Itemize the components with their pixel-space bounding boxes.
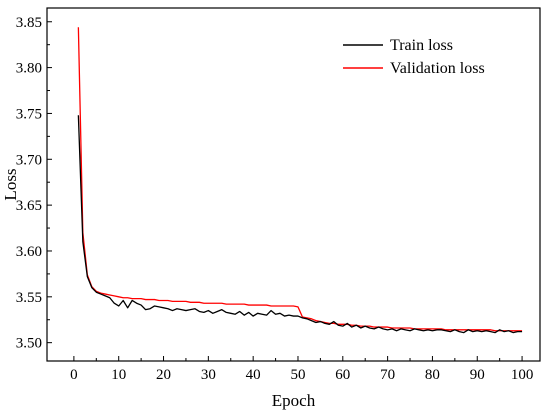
x-tick-label: 0 — [70, 367, 78, 383]
plot-frame — [46, 7, 541, 362]
y-axis-title: Loss — [1, 168, 20, 200]
x-tick-label: 90 — [470, 367, 485, 383]
y-tick-label: 3.85 — [16, 15, 42, 31]
x-axis: 0 10 20 30 40 50 60 70 80 90 100 — [70, 356, 533, 383]
series-layer — [77, 27, 523, 334]
x-tick-label: 20 — [156, 367, 171, 383]
legend: Train loss Validation loss — [343, 37, 485, 77]
x-tick-label: 50 — [290, 367, 305, 383]
x-tick-label: 60 — [335, 367, 350, 383]
validation-loss-line — [77, 27, 523, 332]
x-tick-label: 100 — [511, 367, 534, 383]
y-tick-label: 3.80 — [16, 61, 42, 77]
y-tick-label: 3.55 — [16, 290, 42, 306]
legend-label-validation-loss: Validation loss — [390, 60, 485, 77]
train-loss-line — [77, 115, 523, 334]
legend-label-train-loss: Train loss — [390, 37, 453, 54]
x-tick-label: 40 — [246, 367, 261, 383]
y-tick-label: 3.75 — [16, 106, 42, 122]
x-tick-label: 30 — [201, 367, 216, 383]
x-tick-label: 70 — [380, 367, 395, 383]
x-axis-title: Epoch — [272, 391, 316, 410]
y-tick-label: 3.50 — [16, 336, 42, 352]
x-tick-label: 10 — [111, 367, 126, 383]
y-tick-label: 3.65 — [16, 198, 42, 214]
x-tick-label: 80 — [425, 367, 440, 383]
y-axis: 3.50 3.55 3.60 3.65 3.70 3.75 3.80 3.85 — [16, 15, 52, 352]
y-tick-label: 3.70 — [16, 152, 42, 168]
y-tick-label: 3.60 — [16, 244, 42, 260]
